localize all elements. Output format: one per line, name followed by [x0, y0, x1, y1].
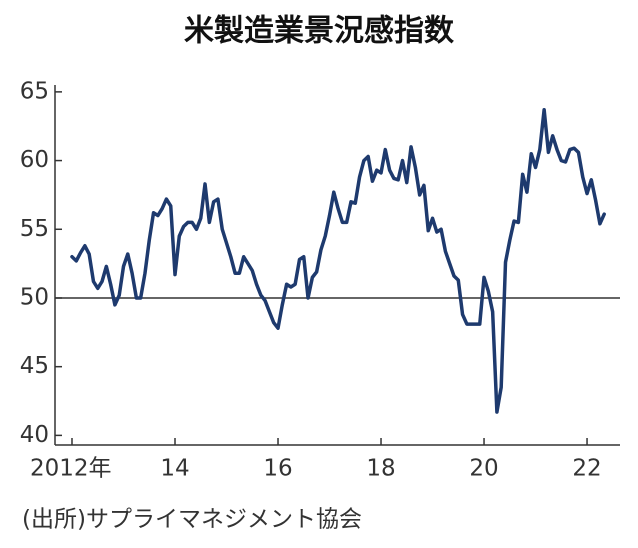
source-note: (出所)サプライマネジメント協会: [22, 507, 362, 533]
x-tick-label: 18: [366, 456, 395, 482]
y-tick-label: 50: [20, 284, 49, 310]
y-tick-label: 55: [20, 216, 49, 242]
y-tick-label: 40: [20, 422, 49, 448]
x-tick-label: 2012年: [30, 456, 112, 482]
y-tick-label: 65: [20, 78, 49, 104]
x-tick-label: 20: [469, 456, 498, 482]
x-tick-label: 16: [263, 456, 292, 482]
chart-title: 米製造業景況感指数: [184, 14, 455, 49]
x-tick-label: 22: [572, 456, 601, 482]
data-line: [70, 107, 606, 414]
y-tick-label: 45: [20, 353, 49, 379]
x-tick-label: 14: [160, 456, 189, 482]
y-tick-label: 60: [20, 147, 49, 173]
